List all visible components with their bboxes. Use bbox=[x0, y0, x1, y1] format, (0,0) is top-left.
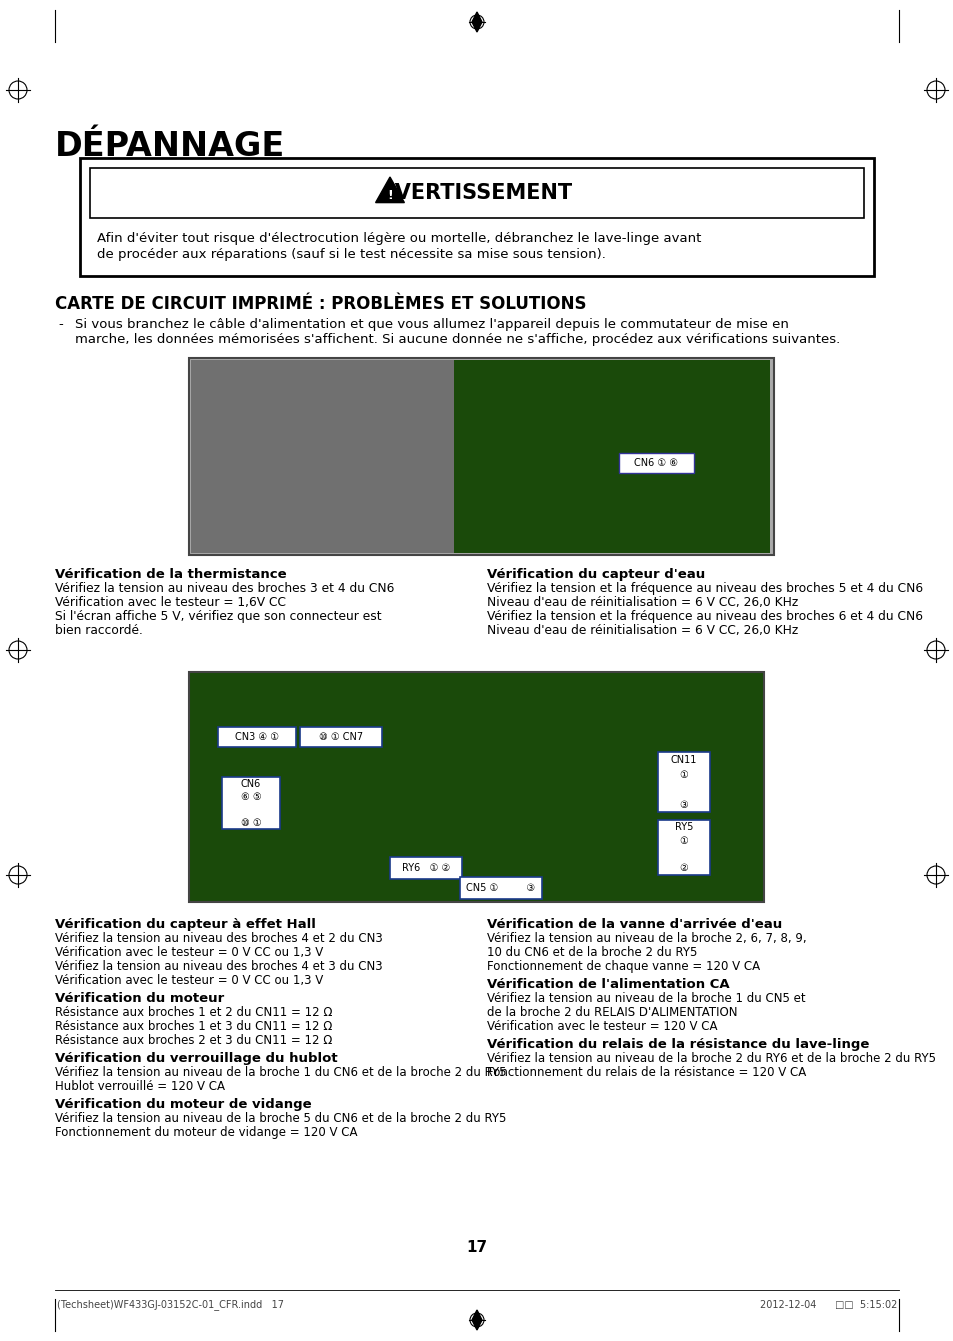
Text: ①: ① bbox=[679, 770, 688, 779]
Text: Résistance aux broches 1 et 3 du CN11 = 12 Ω: Résistance aux broches 1 et 3 du CN11 = … bbox=[55, 1021, 332, 1033]
Text: 17: 17 bbox=[466, 1240, 487, 1255]
Text: Résistance aux broches 2 et 3 du CN11 = 12 Ω: Résistance aux broches 2 et 3 du CN11 = … bbox=[55, 1034, 332, 1047]
Text: ②: ② bbox=[679, 864, 688, 873]
Text: ⑩ ① CN7: ⑩ ① CN7 bbox=[318, 732, 363, 742]
Bar bbox=[189, 358, 773, 555]
Bar bbox=[299, 727, 381, 747]
Text: ③: ③ bbox=[679, 799, 688, 810]
Text: CN3 ④ ①: CN3 ④ ① bbox=[234, 732, 278, 742]
Bar bbox=[459, 877, 541, 898]
Text: Si vous branchez le câble d'alimentation et que vous allumez l'appareil depuis l: Si vous branchez le câble d'alimentation… bbox=[75, 318, 788, 331]
Polygon shape bbox=[472, 1310, 481, 1330]
Text: Vérifiez la tension au niveau de la broche 1 du CN6 et de la broche 2 du RY5: Vérifiez la tension au niveau de la broc… bbox=[55, 1066, 506, 1080]
Text: 10 du CN6 et de la broche 2 du RY5: 10 du CN6 et de la broche 2 du RY5 bbox=[486, 945, 697, 959]
Bar bbox=[189, 672, 763, 902]
Text: Fonctionnement de chaque vanne = 120 V CA: Fonctionnement de chaque vanne = 120 V C… bbox=[486, 960, 760, 974]
Text: Vérification du moteur de vidange: Vérification du moteur de vidange bbox=[55, 1098, 312, 1110]
Bar bbox=[222, 776, 280, 829]
Text: Vérifiez la tension au niveau de la broche 5 du CN6 et de la broche 2 du RY5: Vérifiez la tension au niveau de la broc… bbox=[55, 1112, 506, 1125]
Text: Afin d'éviter tout risque d'électrocution légère ou mortelle, débranchez le lave: Afin d'éviter tout risque d'électrocutio… bbox=[97, 232, 700, 245]
Text: Vérification du verrouillage du hublot: Vérification du verrouillage du hublot bbox=[55, 1051, 337, 1065]
Text: Vérification de l'alimentation CA: Vérification de l'alimentation CA bbox=[486, 978, 729, 991]
Bar bbox=[390, 857, 461, 878]
Text: Vérification du relais de la résistance du lave-linge: Vérification du relais de la résistance … bbox=[486, 1038, 868, 1051]
Text: Si l'écran affiche 5 V, vérifiez que son connecteur est: Si l'écran affiche 5 V, vérifiez que son… bbox=[55, 610, 381, 624]
Text: Vérifiez la tension et la fréquence au niveau des broches 5 et 4 du CN6: Vérifiez la tension et la fréquence au n… bbox=[486, 582, 923, 595]
Text: Vérification de la thermistance: Vérification de la thermistance bbox=[55, 569, 286, 581]
Text: CN5 ①         ③: CN5 ① ③ bbox=[466, 882, 535, 893]
Text: Niveau d'eau de réinitialisation = 6 V CC, 26,0 KHz: Niveau d'eau de réinitialisation = 6 V C… bbox=[486, 624, 798, 637]
Bar bbox=[658, 752, 709, 813]
Text: Vérifiez la tension au niveau des broches 4 et 2 du CN3: Vérifiez la tension au niveau des broche… bbox=[55, 932, 382, 945]
Polygon shape bbox=[375, 177, 404, 202]
Text: marche, les données mémorisées s'affichent. Si aucune donnée ne s'affiche, procé: marche, les données mémorisées s'affiche… bbox=[75, 333, 840, 346]
Text: RY6   ① ②: RY6 ① ② bbox=[401, 864, 450, 873]
Text: 2012-12-04      □□  5:15:02: 2012-12-04 □□ 5:15:02 bbox=[759, 1299, 896, 1310]
Text: CN11: CN11 bbox=[670, 755, 697, 764]
Text: Fonctionnement du moteur de vidange = 120 V CA: Fonctionnement du moteur de vidange = 12… bbox=[55, 1126, 357, 1139]
Bar bbox=[658, 819, 709, 874]
Text: Vérifiez la tension au niveau de la broche 2, 6, 7, 8, 9,: Vérifiez la tension au niveau de la broc… bbox=[486, 932, 806, 945]
Text: (Techsheet)WF433GJ-03152C-01_CFR.indd   17: (Techsheet)WF433GJ-03152C-01_CFR.indd 17 bbox=[57, 1299, 284, 1310]
Text: Vérifiez la tension au niveau des broches 4 et 3 du CN3: Vérifiez la tension au niveau des broche… bbox=[55, 960, 382, 974]
Text: Fonctionnement du relais de la résistance = 120 V CA: Fonctionnement du relais de la résistanc… bbox=[486, 1066, 805, 1080]
Text: Vérifiez la tension au niveau de la broche 2 du RY6 et de la broche 2 du RY5: Vérifiez la tension au niveau de la broc… bbox=[486, 1051, 935, 1065]
Text: Vérification avec le testeur = 1,6V CC: Vérification avec le testeur = 1,6V CC bbox=[55, 595, 286, 609]
Text: AVERTISSEMENT: AVERTISSEMENT bbox=[380, 182, 573, 202]
Polygon shape bbox=[472, 12, 481, 32]
Text: Hublot verrouillé = 120 V CA: Hublot verrouillé = 120 V CA bbox=[55, 1080, 225, 1093]
Text: ①: ① bbox=[679, 835, 688, 846]
Text: bien raccordé.: bien raccordé. bbox=[55, 624, 143, 637]
Text: de procéder aux réparations (sauf si le test nécessite sa mise sous tension).: de procéder aux réparations (sauf si le … bbox=[97, 248, 605, 261]
Text: Vérification du capteur d'eau: Vérification du capteur d'eau bbox=[486, 569, 704, 581]
Text: Vérifiez la tension et la fréquence au niveau des broches 6 et 4 du CN6: Vérifiez la tension et la fréquence au n… bbox=[486, 610, 923, 624]
Text: Niveau d'eau de réinitialisation = 6 V CC, 26,0 KHz: Niveau d'eau de réinitialisation = 6 V C… bbox=[486, 595, 798, 609]
Text: !: ! bbox=[387, 189, 393, 201]
Text: Vérification du capteur à effet Hall: Vérification du capteur à effet Hall bbox=[55, 919, 315, 931]
Bar bbox=[454, 359, 769, 552]
Text: Vérification avec le testeur = 120 V CA: Vérification avec le testeur = 120 V CA bbox=[486, 1021, 717, 1033]
Text: CARTE DE CIRCUIT IMPRIMÉ : PROBLÈMES ET SOLUTIONS: CARTE DE CIRCUIT IMPRIMÉ : PROBLÈMES ET … bbox=[55, 295, 586, 312]
Text: ⑥ ⑤: ⑥ ⑤ bbox=[240, 791, 261, 802]
Text: de la broche 2 du RELAIS D'ALIMENTATION: de la broche 2 du RELAIS D'ALIMENTATION bbox=[486, 1006, 737, 1019]
Text: Vérifiez la tension au niveau des broches 3 et 4 du CN6: Vérifiez la tension au niveau des broche… bbox=[55, 582, 394, 595]
Bar bbox=[218, 727, 295, 747]
Bar bbox=[191, 359, 454, 552]
Text: Vérifiez la tension au niveau de la broche 1 du CN5 et: Vérifiez la tension au niveau de la broc… bbox=[486, 992, 804, 1004]
Text: Vérification avec le testeur = 0 V CC ou 1,3 V: Vérification avec le testeur = 0 V CC ou… bbox=[55, 974, 323, 987]
Text: Vérification de la vanne d'arrivée d'eau: Vérification de la vanne d'arrivée d'eau bbox=[486, 919, 781, 931]
Text: Résistance aux broches 1 et 2 du CN11 = 12 Ω: Résistance aux broches 1 et 2 du CN11 = … bbox=[55, 1006, 333, 1019]
Text: ⑩ ①: ⑩ ① bbox=[240, 818, 261, 827]
Text: Vérification du moteur: Vérification du moteur bbox=[55, 992, 224, 1004]
Text: Vérification avec le testeur = 0 V CC ou 1,3 V: Vérification avec le testeur = 0 V CC ou… bbox=[55, 945, 323, 959]
Bar bbox=[80, 158, 873, 276]
Bar bbox=[618, 453, 693, 473]
Text: RY5: RY5 bbox=[674, 822, 693, 831]
Text: -: - bbox=[58, 318, 63, 331]
Text: CN6 ① ⑥: CN6 ① ⑥ bbox=[634, 459, 678, 468]
Bar bbox=[90, 168, 863, 219]
Text: CN6: CN6 bbox=[240, 779, 261, 789]
Text: DÉPANNAGE: DÉPANNAGE bbox=[55, 130, 285, 164]
